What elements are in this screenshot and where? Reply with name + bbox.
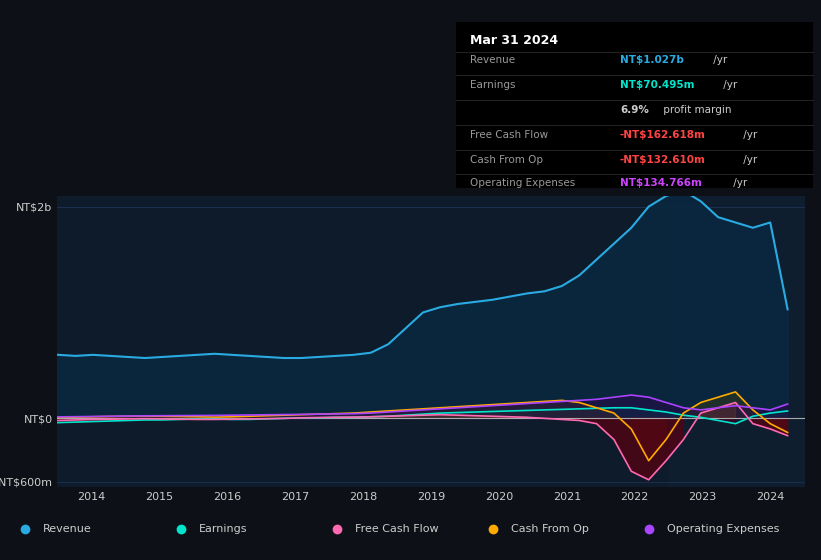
Text: Operating Expenses: Operating Expenses (667, 524, 779, 534)
Text: Revenue: Revenue (470, 55, 515, 66)
Text: Free Cash Flow: Free Cash Flow (470, 130, 548, 140)
Text: /yr: /yr (720, 80, 737, 90)
Text: -NT$162.618m: -NT$162.618m (620, 130, 706, 140)
Text: Mar 31 2024: Mar 31 2024 (470, 34, 558, 47)
Text: NT$70.495m: NT$70.495m (620, 80, 695, 90)
Text: Earnings: Earnings (470, 80, 516, 90)
Text: Cash From Op: Cash From Op (470, 155, 543, 165)
Text: Free Cash Flow: Free Cash Flow (355, 524, 438, 534)
Text: Cash From Op: Cash From Op (511, 524, 589, 534)
Text: /yr: /yr (740, 155, 757, 165)
Text: /yr: /yr (710, 55, 727, 66)
Text: Earnings: Earnings (199, 524, 247, 534)
Text: /yr: /yr (740, 130, 757, 140)
Text: 6.9%: 6.9% (620, 105, 649, 115)
Text: Revenue: Revenue (43, 524, 91, 534)
Text: NT$134.766m: NT$134.766m (620, 178, 702, 188)
Text: -NT$132.610m: -NT$132.610m (620, 155, 706, 165)
Bar (669, 196, 805, 487)
Text: Operating Expenses: Operating Expenses (470, 178, 576, 188)
Text: NT$1.027b: NT$1.027b (620, 55, 684, 66)
Text: /yr: /yr (730, 178, 747, 188)
Text: profit margin: profit margin (660, 105, 732, 115)
